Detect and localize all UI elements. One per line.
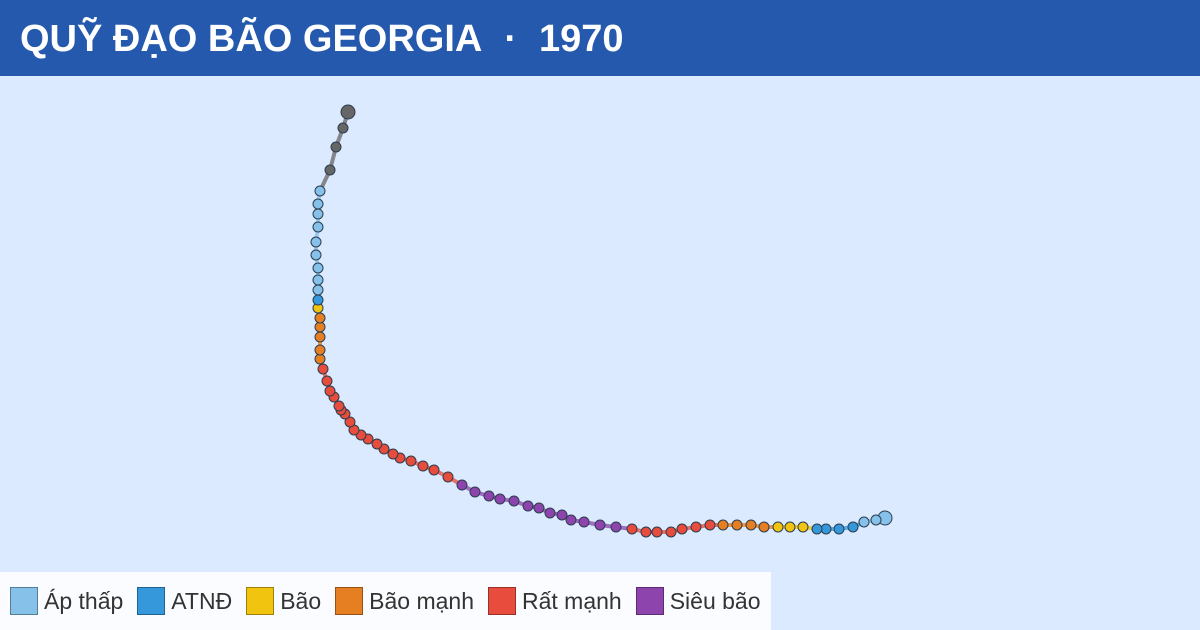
track-point (717, 519, 729, 531)
track-point (324, 385, 336, 397)
track-point (784, 521, 796, 533)
track-point (556, 509, 568, 521)
track-point (690, 521, 702, 533)
track-point (745, 519, 757, 531)
track-point (578, 516, 590, 528)
track-point (858, 516, 870, 528)
track-point (731, 519, 743, 531)
legend-item: Bão (246, 587, 321, 615)
track-point (344, 416, 356, 428)
track-point (312, 208, 324, 220)
legend-swatch (246, 587, 275, 615)
track-point (665, 526, 677, 538)
legend-swatch (10, 587, 38, 615)
track-point (417, 460, 429, 472)
track-point (337, 122, 349, 134)
track-point (772, 521, 784, 533)
track-point (405, 455, 417, 467)
track-point (494, 493, 506, 505)
legend-swatch (137, 587, 166, 615)
track-point (640, 526, 652, 538)
track-point (870, 514, 882, 526)
header: QUỸ ĐẠO BÃO GEORGIA · 1970 (0, 0, 1200, 76)
legend-swatch (488, 587, 516, 615)
legend-swatch (635, 587, 664, 615)
track-point (330, 141, 342, 153)
legend-item: Áp thấp (10, 587, 123, 615)
legend: Áp thấp ATNĐ Bão Bão mạnh Rất mạnh Siêu bão (0, 572, 771, 630)
track-point (522, 500, 534, 512)
track-point (651, 526, 663, 538)
track-point (758, 521, 770, 533)
legend-label: ATNĐ (171, 587, 233, 614)
legend-item: Bão mạnh (335, 587, 474, 615)
legend-item: ATNĐ (137, 587, 232, 615)
track-point (797, 521, 809, 533)
track-point (314, 185, 326, 197)
track-point (508, 495, 520, 507)
legend-swatch (335, 587, 364, 615)
track-point (565, 514, 577, 526)
track-point (428, 464, 440, 476)
track-point (317, 363, 329, 375)
track-point (312, 221, 324, 233)
track-point (333, 400, 345, 412)
track-point (533, 502, 545, 514)
track-point (312, 294, 324, 306)
track-point (704, 519, 716, 531)
legend-label: Siêu bão (669, 587, 761, 614)
track-point (544, 507, 556, 519)
track-point (847, 521, 859, 533)
track-point (594, 519, 606, 531)
track-point (321, 375, 333, 387)
track-point (312, 284, 324, 296)
track-point (676, 523, 688, 535)
year: 1970 (539, 18, 624, 60)
title: QUỸ ĐẠO BÃO GEORGIA (20, 18, 483, 60)
track-point (626, 523, 638, 535)
legend-label: Bão (280, 587, 322, 614)
track-point (314, 331, 326, 343)
track-point (310, 236, 322, 248)
track-point (469, 486, 481, 498)
track-point (324, 164, 336, 176)
track-point (483, 490, 495, 502)
track-point (811, 523, 823, 535)
track-point (312, 274, 324, 286)
separator: · (504, 18, 518, 60)
legend-item: Siêu bão (635, 587, 761, 615)
track-point (456, 479, 468, 491)
track-point (312, 198, 324, 210)
track-point (833, 523, 845, 535)
legend-label: Bão mạnh (369, 587, 474, 614)
track-point (310, 249, 322, 261)
track-point (312, 262, 324, 274)
track-point (610, 521, 622, 533)
legend-item: Rất mạnh (488, 587, 622, 615)
track-point (340, 104, 356, 120)
track-point (371, 438, 383, 450)
track-point (442, 471, 454, 483)
track-point (387, 448, 399, 460)
legend-label: Rất mạnh (522, 587, 622, 614)
track-point (314, 312, 326, 324)
legend-label: Áp thấp (44, 587, 124, 614)
track-point (314, 344, 326, 356)
